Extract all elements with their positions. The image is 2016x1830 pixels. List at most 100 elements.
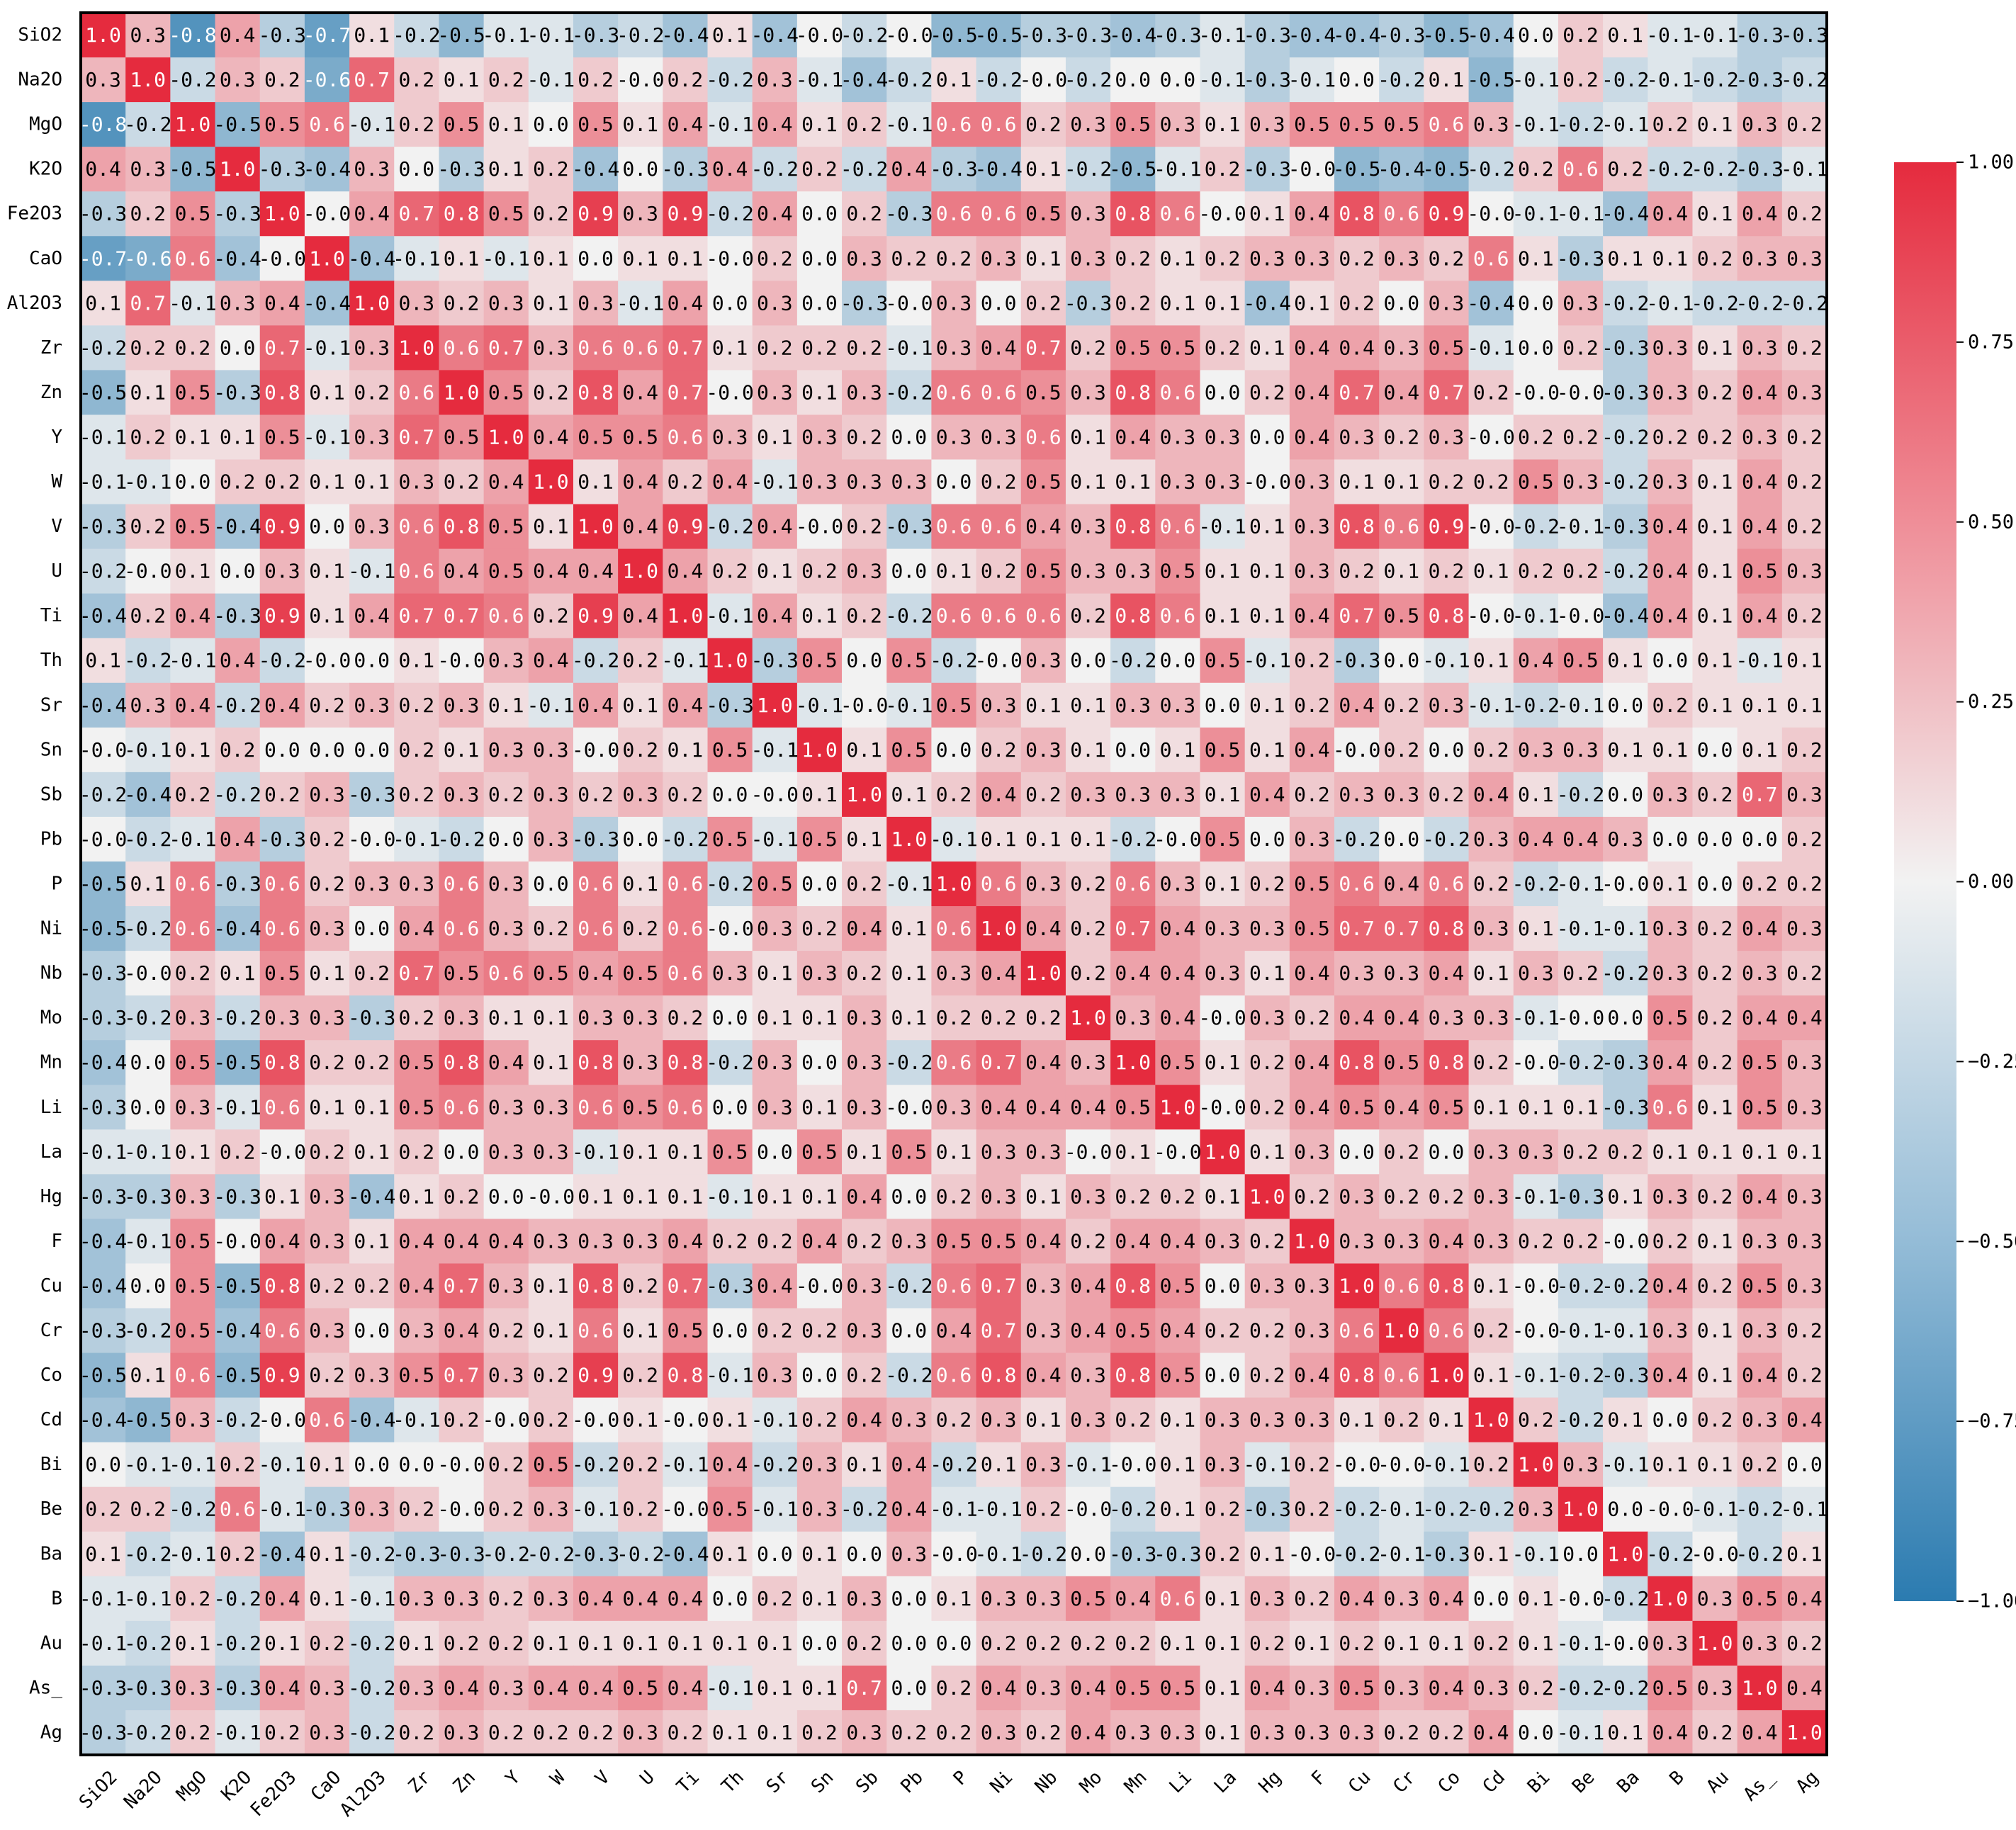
x-tick-label: Sn — [807, 1767, 838, 1797]
heatmap-cell-value: -0.3 — [79, 1676, 127, 1700]
heatmap-cell-value: 0.1 — [1339, 470, 1375, 494]
heatmap-cell-value: 0.0 — [1697, 828, 1733, 851]
heatmap-cell-value: -0.2 — [124, 113, 171, 136]
heatmap-cell-value: 0.4 — [1473, 783, 1509, 806]
heatmap-cell — [1289, 102, 1335, 147]
heatmap-cell-value: 0.4 — [264, 1676, 300, 1700]
heatmap-cell-value: 0.8 — [1339, 202, 1375, 225]
heatmap-cell-value: -0.2 — [124, 828, 171, 851]
heatmap-cell-value: -0.0 — [482, 1408, 529, 1432]
heatmap-cell — [349, 102, 395, 147]
heatmap-cell-value: 0.5 — [444, 425, 480, 448]
heatmap-cell-value: 0.2 — [981, 738, 1017, 762]
heatmap-cell — [752, 504, 798, 550]
heatmap-cell-value: 0.8 — [444, 515, 480, 538]
heatmap-cell-value: 0.0 — [801, 291, 838, 315]
heatmap-cell-value: 0.1 — [801, 1185, 838, 1208]
heatmap-cell — [304, 281, 350, 326]
heatmap-cell-value: 0.1 — [1607, 738, 1643, 762]
heatmap-cell-value: 0.1 — [309, 1542, 345, 1566]
heatmap-cell — [1424, 638, 1470, 684]
heatmap-cell — [796, 682, 843, 728]
heatmap-cell-value: 0.7 — [488, 336, 524, 359]
heatmap-cell-value: 0.3 — [801, 961, 838, 985]
heatmap-cell-value: 0.1 — [533, 1319, 569, 1343]
heatmap-cell-value: 0.2 — [846, 1364, 882, 1387]
heatmap-cell-value: 0.3 — [1070, 247, 1106, 270]
heatmap-cell-value: 0.5 — [175, 202, 211, 225]
heatmap-cell-value: 1.0 — [1697, 1632, 1733, 1655]
heatmap-cell-value: 0.3 — [1294, 1408, 1330, 1432]
heatmap-cell-value: 0.8 — [1115, 1274, 1151, 1297]
heatmap-cell — [1020, 236, 1066, 281]
heatmap-cell — [483, 459, 529, 505]
heatmap-cell-value: 0.2 — [1697, 380, 1733, 404]
heatmap-cell-value: -0.2 — [1646, 157, 1694, 181]
heatmap-cell-value: -0.1 — [1244, 649, 1291, 672]
heatmap-cell-value: 0.4 — [1025, 515, 1062, 538]
heatmap-cell-value: 0.2 — [1025, 113, 1062, 136]
heatmap-cell-value: 0.2 — [1652, 425, 1689, 448]
heatmap-cell-value: 0.2 — [1025, 1498, 1062, 1521]
heatmap-cell-value: -0.1 — [661, 1453, 709, 1476]
heatmap-cell-value: 0.5 — [175, 1229, 211, 1253]
heatmap-cell-value: -0.0 — [1154, 828, 1201, 851]
heatmap-cell-value: 0.3 — [533, 738, 569, 762]
heatmap-cell-value: 0.1 — [1249, 202, 1285, 225]
heatmap-cell-value: 0.1 — [578, 1632, 614, 1655]
heatmap-cell — [1781, 281, 1828, 326]
heatmap-cell-value: 0.0 — [1115, 738, 1151, 762]
heatmap-cell — [752, 102, 798, 147]
heatmap-cell-value: -0.5 — [437, 23, 485, 47]
heatmap-cell — [1513, 236, 1559, 281]
heatmap-cell-value: 0.6 — [578, 336, 614, 359]
heatmap-cell-value: 0.1 — [1786, 694, 1823, 717]
heatmap-cell-value: -0.2 — [1691, 157, 1738, 181]
heatmap-cell-value: 0.3 — [1025, 1453, 1062, 1476]
heatmap-cell-value: -0.1 — [1467, 336, 1514, 359]
heatmap-cell-value: 0.2 — [488, 1632, 524, 1655]
heatmap-cell-value: 1.0 — [1742, 1676, 1778, 1700]
heatmap-cell-value: 0.1 — [1205, 604, 1241, 628]
heatmap-cell-value: -0.1 — [1601, 917, 1649, 940]
heatmap-cell-value: 0.0 — [1652, 1408, 1689, 1432]
heatmap-cell-value: 0.6 — [444, 1095, 480, 1119]
heatmap-cell-value: 0.7 — [264, 336, 300, 359]
heatmap-cell-value: 0.6 — [399, 515, 435, 538]
heatmap-cell-value: 0.9 — [1429, 202, 1465, 225]
heatmap-cell — [1155, 682, 1201, 728]
heatmap-cell-value: 0.3 — [264, 560, 300, 583]
heatmap-cell-value: 0.1 — [757, 1632, 793, 1655]
heatmap-cell-value: 0.2 — [1294, 1498, 1330, 1521]
heatmap-cell-value: 1.0 — [130, 68, 166, 91]
heatmap-cell-value: 0.1 — [309, 380, 345, 404]
heatmap-cell — [752, 727, 798, 773]
heatmap-cell-value: -0.1 — [1646, 68, 1694, 91]
heatmap-cell — [81, 414, 126, 461]
heatmap-cell — [394, 325, 440, 371]
heatmap-cell — [1020, 682, 1066, 728]
heatmap-cell-value: 0.0 — [1652, 828, 1689, 851]
heatmap-cell-value: -0.3 — [572, 23, 619, 47]
heatmap-cell — [618, 236, 663, 281]
heatmap-cell-value: 0.2 — [130, 604, 166, 628]
heatmap-cell — [1603, 727, 1648, 773]
heatmap-cell-value: 0.2 — [936, 1676, 972, 1700]
heatmap-cell-value: 0.1 — [399, 1632, 435, 1655]
heatmap-cell — [1781, 325, 1828, 371]
heatmap-cell-value: 0.2 — [130, 202, 166, 225]
heatmap-cell-value: -0.3 — [259, 828, 306, 851]
heatmap-cell-value: 0.3 — [981, 425, 1017, 448]
heatmap-cell-value: -0.1 — [79, 470, 127, 494]
heatmap-cell-value: 0.2 — [668, 470, 704, 494]
heatmap-cell — [1648, 13, 1694, 58]
heatmap-cell — [483, 727, 529, 773]
heatmap-cell-value: -0.1 — [1512, 113, 1560, 136]
heatmap-cell — [1648, 414, 1694, 461]
heatmap-cell-value: 0.1 — [1070, 694, 1106, 717]
x-tick-label: Sr — [762, 1767, 793, 1797]
heatmap-cell-value: 0.2 — [1070, 872, 1106, 896]
heatmap-cell — [931, 13, 977, 58]
heatmap-cell — [1648, 638, 1694, 684]
heatmap-cell — [752, 13, 798, 58]
